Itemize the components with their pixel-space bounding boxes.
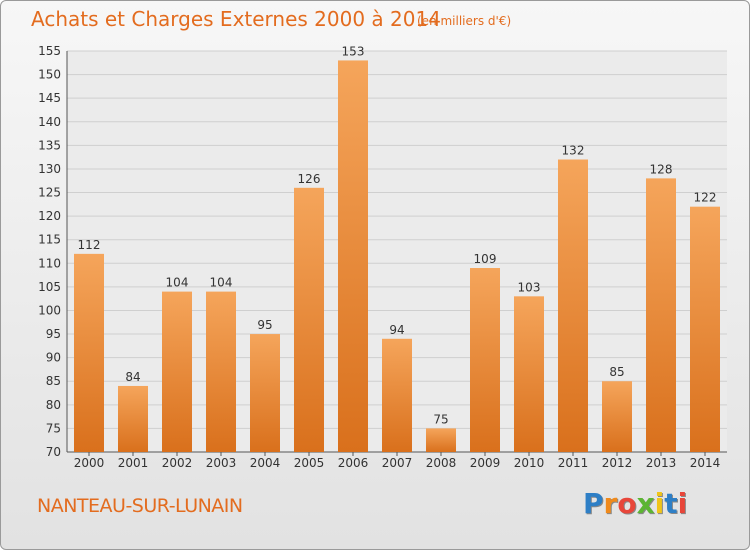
bar (470, 268, 500, 452)
x-tick-label: 2002 (162, 456, 193, 470)
y-tick-label: 90 (46, 351, 61, 365)
data-label: 104 (210, 276, 233, 290)
x-tick-label: 2012 (602, 456, 633, 470)
data-label: 132 (562, 144, 585, 158)
logo-letter: x (636, 487, 655, 520)
y-tick-label: 75 (46, 421, 61, 435)
commune-name: NANTEAU-SUR-LUNAIN (37, 495, 243, 517)
x-tick-label: 2000 (74, 456, 105, 470)
x-tick-label: 2007 (382, 456, 413, 470)
data-label: 104 (166, 276, 189, 290)
bar (74, 253, 104, 452)
data-label: 122 (694, 191, 717, 205)
y-tick-label: 95 (46, 327, 61, 341)
y-tick-label: 140 (38, 115, 61, 129)
data-label: 85 (609, 365, 624, 379)
y-tick-label: 135 (38, 138, 61, 152)
chart-subtitle: (en milliers d'€) (417, 14, 512, 28)
bar (162, 291, 192, 452)
x-tick-label: 2013 (646, 456, 677, 470)
data-label: 103 (518, 280, 541, 294)
y-tick-label: 125 (38, 186, 61, 200)
x-tick-label: 2010 (514, 456, 545, 470)
logo-letter: P (583, 487, 604, 520)
chart-title: Achats et Charges Externes 2000 à 2014 (31, 7, 441, 31)
data-label: 95 (257, 318, 272, 332)
bar (426, 428, 456, 452)
bar (118, 385, 148, 452)
bar (250, 334, 280, 452)
x-tick-label: 2003 (206, 456, 237, 470)
x-tick-label: 2011 (558, 456, 589, 470)
data-label: 94 (389, 323, 404, 337)
data-label: 112 (78, 238, 101, 252)
bar (646, 178, 676, 452)
y-tick-label: 80 (46, 398, 61, 412)
x-tick-label: 2006 (338, 456, 369, 470)
data-label: 153 (342, 44, 365, 58)
data-label: 84 (125, 370, 140, 384)
bar (514, 296, 544, 452)
data-label: 109 (474, 252, 497, 266)
y-tick-label: 70 (46, 445, 61, 459)
y-tick-label: 150 (38, 68, 61, 82)
bar (382, 338, 412, 452)
proxiti-logo: Proxiti (583, 487, 687, 520)
y-tick-label: 130 (38, 162, 61, 176)
x-tick-label: 2008 (426, 456, 457, 470)
y-tick-label: 85 (46, 374, 61, 388)
y-tick-label: 145 (38, 91, 61, 105)
y-tick-label: 100 (38, 303, 61, 317)
data-label: 126 (298, 172, 321, 186)
logo-letter: r (603, 487, 618, 520)
data-label: 75 (433, 412, 448, 426)
y-tick-label: 115 (38, 233, 61, 247)
y-tick-label: 105 (38, 280, 61, 294)
y-tick-label: 110 (38, 256, 61, 270)
x-tick-label: 2004 (250, 456, 281, 470)
y-tick-label: 120 (38, 209, 61, 223)
logo-letter: i (654, 487, 665, 520)
bar (206, 291, 236, 452)
bar (602, 381, 632, 452)
data-label: 128 (650, 162, 673, 176)
x-tick-label: 2005 (294, 456, 325, 470)
x-tick-label: 2001 (118, 456, 149, 470)
x-tick-label: 2014 (690, 456, 721, 470)
logo-letter: o (617, 487, 637, 520)
x-tick-label: 2009 (470, 456, 501, 470)
bar (294, 187, 324, 452)
bar (338, 60, 368, 452)
bar (690, 206, 720, 452)
logo-letter: t (664, 487, 678, 520)
logo-letter: i (677, 487, 688, 520)
y-tick-label: 155 (38, 44, 61, 58)
bar (558, 159, 588, 452)
